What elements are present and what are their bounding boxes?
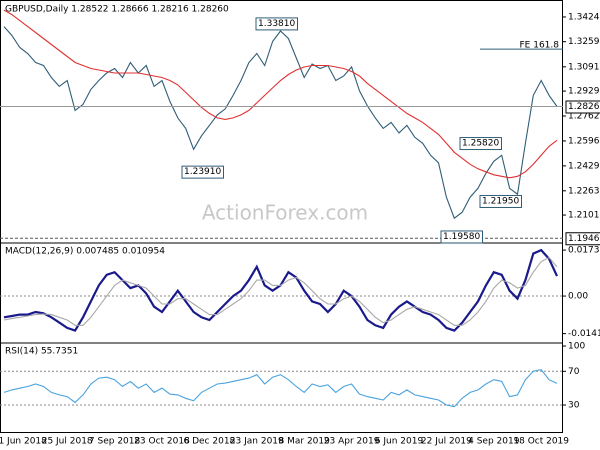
y-tick-label: 1.25960 [568,136,600,146]
label-box [181,165,224,179]
macd-title: MACD(12,26,9) 0.007485 0.010954 [5,247,165,257]
series-line [3,256,558,326]
x-tick-label: 7 Sep 2018 [89,437,141,447]
y-tick-label: 0.00 [568,292,588,302]
fe-label: FE 161.8 [520,41,560,51]
x-tick-label: 6 Dec 2018 [184,437,236,447]
label-box [440,230,483,244]
y-tick-label: 30 [568,401,580,411]
y-tick-label: 1.30910 [568,62,600,72]
x-tick-label: 22 Jul 2019 [421,437,472,447]
y-tick-label: 70 [568,367,580,377]
y-tick-label: 1.29290 [568,87,600,97]
chart-title: GBPUSD,Daily 1.28522 1.28666 1.28216 1.2… [5,5,229,15]
y-tick-label: 1.34240 [568,12,600,22]
x-tick-label: 25 Jul 2018 [42,437,93,447]
label-box [565,232,600,246]
x-tick-label: 23 Apr 2019 [324,437,380,447]
x-tick-label: 4 Sep 2019 [468,437,520,447]
x-tick-label: 23 Jan 2019 [230,437,284,447]
annotation: 1.19580 [443,232,480,242]
y-tick-label: 1.24295 [568,161,600,171]
frame [0,0,563,433]
y-tick-label: 1.21010 [568,211,600,221]
y-tick-label: 1.32590 [568,37,600,47]
rsi-title: RSI(14) 55.7351 [5,347,78,357]
x-tick-label: 11 Jun 2018 [0,437,47,447]
y-tick-label: -0.014148 [568,329,600,339]
current-price-label: 1.28260 [568,102,600,112]
label-box [565,100,600,114]
y-tick-label: 1.22630 [568,186,600,196]
series-line [3,248,558,332]
x-tick-label: 8 Mar 2019 [279,437,331,447]
watermark: ActionForex.com [202,201,368,225]
x-tick-label: 6 Jun 2019 [375,437,424,447]
series-line [3,26,558,220]
label-box [255,17,298,31]
annotation: 1.21950 [482,196,519,206]
label-box [459,137,502,151]
series-line [3,368,558,408]
annotation: 1.25820 [462,139,499,149]
x-tick-label: 23 Oct 2018 [134,437,190,447]
y-tick-label: 1.27625 [568,112,600,122]
y-tick-label: 100 [568,342,585,352]
low-label: 1.19460 [568,234,600,244]
y-tick-label: 0.017302 [568,246,600,256]
annotation: 1.23910 [184,167,221,177]
label-box [479,194,522,208]
x-tick-label: 18 Oct 2019 [513,437,569,447]
annotation: 1.33810 [258,19,295,29]
series-line [3,9,558,179]
